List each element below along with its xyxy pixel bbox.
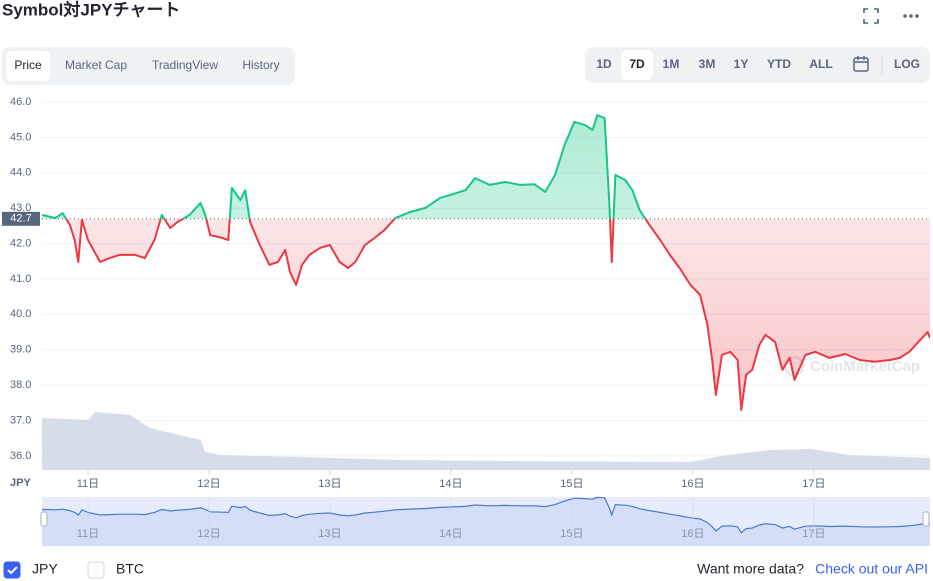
fullscreen-icon[interactable] xyxy=(863,8,879,24)
y-tick-label: 38.0 xyxy=(10,379,31,391)
legend-checkbox[interactable] xyxy=(3,561,21,579)
y-tick-label: 42.0 xyxy=(10,237,31,249)
watermark-text: CoinMarketCap xyxy=(810,358,920,375)
tab[interactable]: Price xyxy=(14,58,42,72)
tab[interactable]: TradingView xyxy=(152,58,218,72)
x-tick-label: 17日 xyxy=(802,478,825,490)
x-tick-label: 14日 xyxy=(439,478,462,490)
y-tick-label: 37.0 xyxy=(10,414,31,426)
active-range xyxy=(621,50,653,80)
navigator-handle[interactable] xyxy=(40,511,48,527)
legend-label: JPY xyxy=(32,561,58,577)
footer-link[interactable]: Check out our API xyxy=(815,561,928,577)
active-tab xyxy=(6,51,50,81)
price-line-up xyxy=(42,114,647,219)
x-tick-label: 15日 xyxy=(560,478,583,490)
calendar-icon[interactable] xyxy=(853,56,869,72)
x-tick-label: 16日 xyxy=(681,478,704,490)
area-down xyxy=(42,218,930,410)
log-button[interactable]: LOG xyxy=(894,57,920,71)
y-tick-label: 43.0 xyxy=(10,202,31,214)
navigator-handle[interactable] xyxy=(922,511,930,527)
watermark: CoinMarketCap xyxy=(783,355,920,377)
navigator-tick-label: 12日 xyxy=(197,528,220,540)
navigator-line xyxy=(41,496,931,534)
navigator-area xyxy=(42,497,930,546)
y-tick-label: 41.0 xyxy=(10,273,31,285)
y-tick-label: 44.0 xyxy=(10,167,31,179)
reference-label: 42.7 xyxy=(10,213,31,225)
navigator-tick-label: 16日 xyxy=(681,528,704,540)
x-tick-label: 13日 xyxy=(318,478,341,490)
y-tick-label: 46.0 xyxy=(10,96,31,108)
navigator-tick-label: 11日 xyxy=(77,528,99,540)
check-mark xyxy=(7,566,18,575)
range-button[interactable]: 7D xyxy=(629,57,645,71)
x-tick-label: 11日 xyxy=(77,478,99,490)
range-bar xyxy=(585,47,930,83)
legend-label: BTC xyxy=(116,561,144,577)
range-button[interactable]: 1Y xyxy=(734,57,749,71)
footer-text: Want more data? xyxy=(697,561,804,577)
range-button[interactable]: 1M xyxy=(663,57,680,71)
y-tick-label: 39.0 xyxy=(10,344,31,356)
navigator-tick-label: 15日 xyxy=(560,528,583,540)
y-tick-label: 45.0 xyxy=(10,131,31,143)
y-tick-label: 36.0 xyxy=(10,450,31,462)
more-icon[interactable] xyxy=(903,14,919,18)
area-up xyxy=(42,115,646,219)
y-unit-label: JPY xyxy=(10,477,31,489)
legend-checkbox[interactable] xyxy=(87,561,105,579)
range-button[interactable]: 3M xyxy=(699,57,716,71)
y-tick-label: 40.0 xyxy=(10,308,31,320)
range-button[interactable]: YTD xyxy=(767,57,791,71)
range-button[interactable]: 1D xyxy=(596,57,612,71)
range-button[interactable]: ALL xyxy=(809,57,832,71)
x-tick-label: 12日 xyxy=(197,478,220,490)
price-line-down xyxy=(54,218,930,411)
tab[interactable]: Market Cap xyxy=(65,58,127,72)
tab[interactable]: History xyxy=(242,58,279,72)
reference-label-box xyxy=(2,211,40,226)
chart-title: Symbol対JPYチャート xyxy=(2,0,180,19)
navigator-tick-label: 13日 xyxy=(318,528,341,540)
volume-area xyxy=(42,412,930,470)
navigator-tick-label: 17日 xyxy=(802,528,825,540)
navigator-tick-label: 14日 xyxy=(439,528,462,540)
tab-bar xyxy=(2,47,295,85)
